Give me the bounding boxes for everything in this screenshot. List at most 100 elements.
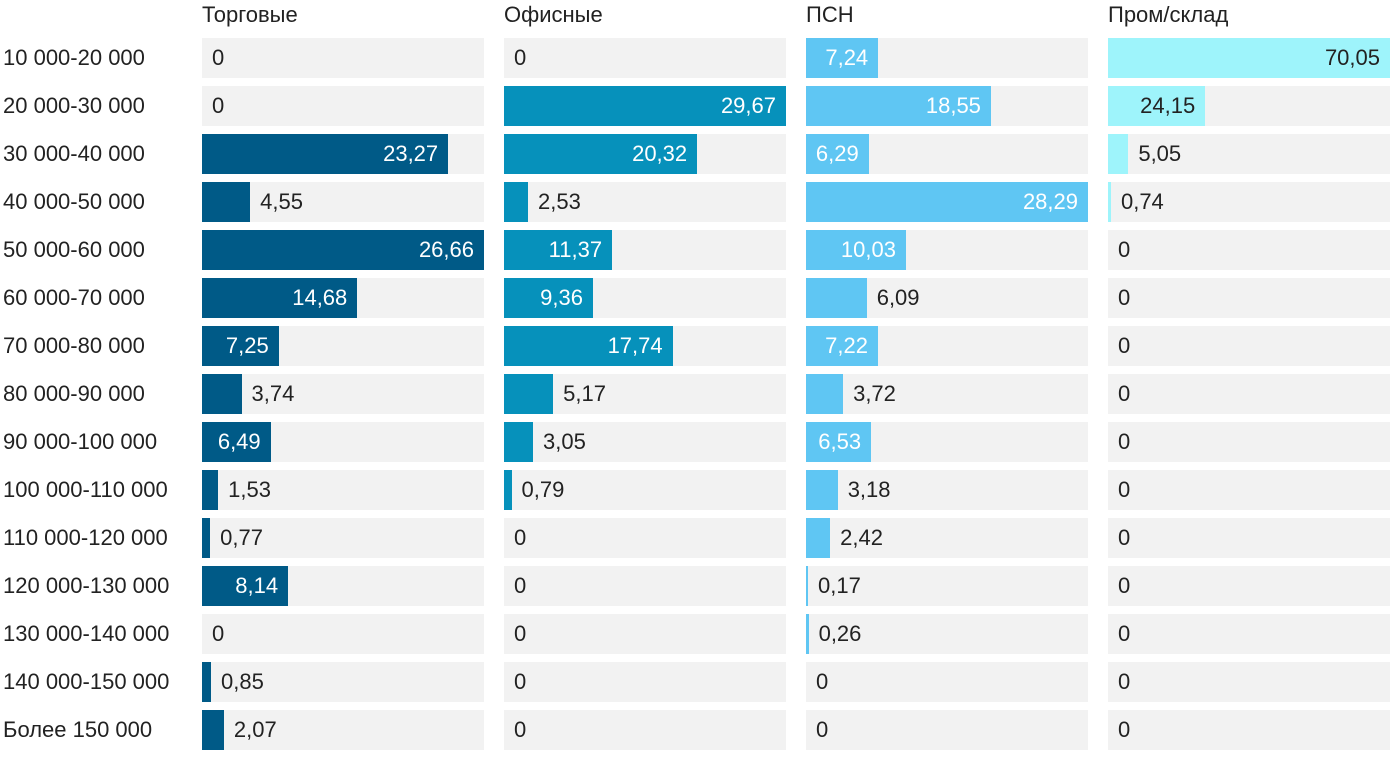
data-label: 0,77: [220, 525, 263, 550]
data-label: 6,49: [217, 429, 261, 454]
bar: [504, 86, 786, 126]
bar-track: 2,42: [806, 518, 1088, 558]
data-label: 17,74: [607, 333, 663, 358]
bar: [202, 182, 251, 222]
bar-track: 0,74: [1108, 182, 1390, 222]
category-label: 100 000-110 000: [3, 477, 168, 502]
data-label: 24,15: [1140, 93, 1196, 118]
bar: [504, 326, 673, 366]
data-label: 0: [212, 45, 225, 70]
bar-track: 18,55: [806, 86, 1088, 126]
data-label: 0: [514, 717, 527, 742]
bar: [504, 182, 529, 222]
bar-track: 0: [1108, 230, 1390, 270]
data-label: 0,85: [220, 669, 264, 694]
data-label: 3,74: [251, 381, 295, 406]
data-label: 11,37: [548, 237, 603, 262]
data-label: 3,72: [853, 381, 896, 406]
data-label: 10,03: [840, 237, 896, 262]
data-label: 0: [212, 621, 225, 646]
data-label: 2,42: [840, 525, 883, 550]
data-label: 7,25: [225, 333, 269, 358]
bar-track: 0: [1108, 326, 1390, 366]
bar: [806, 614, 809, 654]
bar-track: 0: [1108, 518, 1390, 558]
data-label: 29,67: [720, 93, 776, 118]
bar-track: 6,29: [806, 134, 1088, 174]
data-label: 6,29: [815, 141, 859, 166]
data-label: 3,05: [542, 429, 586, 454]
bar-track: 3,74: [202, 374, 484, 414]
category-label: 20 000-30 000: [3, 93, 145, 118]
bar-track: 0: [1108, 470, 1390, 510]
data-label: 6,53: [818, 429, 862, 454]
bar-track: 3,72: [806, 374, 1088, 414]
bar: [806, 38, 879, 78]
category-label: 70 000-80 000: [3, 333, 145, 358]
bar-track: 0: [1108, 422, 1390, 462]
data-label: 1,53: [228, 477, 271, 502]
bar: [202, 134, 449, 174]
bar-track: 0: [1108, 374, 1390, 414]
bar: [202, 518, 211, 558]
bar: [202, 278, 358, 318]
bar: [806, 134, 869, 174]
category-label: 110 000-120 000: [3, 525, 168, 550]
bar: [806, 278, 867, 318]
bar-track: 6,09: [806, 278, 1088, 318]
bar: [202, 662, 211, 702]
bar-track: 0: [806, 710, 1088, 750]
category-label: 80 000-90 000: [3, 381, 145, 406]
bar-track: 0,77: [202, 518, 484, 558]
bar: [202, 230, 484, 270]
bar: [202, 326, 279, 366]
bar: [504, 134, 698, 174]
bar-track: 0,26: [806, 614, 1088, 654]
bar: [1108, 182, 1111, 222]
data-label: 5,05: [1138, 141, 1182, 166]
bar-track: 3,18: [806, 470, 1088, 510]
bar-track: 2,07: [202, 710, 484, 750]
bar-track: 0: [1108, 566, 1390, 606]
bar: [202, 710, 224, 750]
bar: [504, 470, 512, 510]
category-label: Более 150 000: [3, 717, 153, 742]
bar: [1108, 38, 1390, 78]
bar-track: 0,85: [202, 662, 484, 702]
data-label: 0: [1118, 525, 1131, 550]
bar-track: 0,17: [806, 566, 1088, 606]
bar-track: 7,24: [806, 38, 1088, 78]
data-label: 0: [1118, 429, 1131, 454]
bar: [806, 86, 991, 126]
bar-track: 0: [202, 86, 484, 126]
data-label: 0: [816, 717, 829, 742]
bar-track: 0: [1108, 662, 1390, 702]
category-label: 30 000-40 000: [3, 141, 145, 166]
data-label: 2,53: [538, 189, 581, 214]
data-label: 0: [1118, 237, 1131, 262]
bar-track: 14,68: [202, 278, 484, 318]
series-header: Торговые: [202, 2, 298, 27]
bar-track: 70,05: [1108, 38, 1390, 78]
bar-track: 1,53: [202, 470, 484, 510]
data-label: 0: [1118, 669, 1131, 694]
bar-track: 0: [504, 662, 786, 702]
data-label: 23,27: [383, 141, 439, 166]
bar-track: 0: [1108, 710, 1390, 750]
bar: [504, 230, 613, 270]
bar: [806, 518, 831, 558]
bar: [806, 182, 1088, 222]
data-label: 26,66: [418, 237, 474, 262]
data-label: 70,05: [1324, 45, 1380, 70]
bar-track: 0: [504, 518, 786, 558]
data-label: 14,68: [292, 285, 348, 310]
bar-track: 0,79: [504, 470, 786, 510]
series-header: Офисные: [504, 2, 603, 27]
data-label: 0: [514, 525, 527, 550]
series-header: ПСН: [806, 2, 854, 27]
bar-track: 3,05: [504, 422, 786, 462]
bar-track: 7,25: [202, 326, 484, 366]
data-label: 0,74: [1120, 189, 1164, 214]
bar: [202, 566, 289, 606]
category-label: 50 000-60 000: [3, 237, 145, 262]
